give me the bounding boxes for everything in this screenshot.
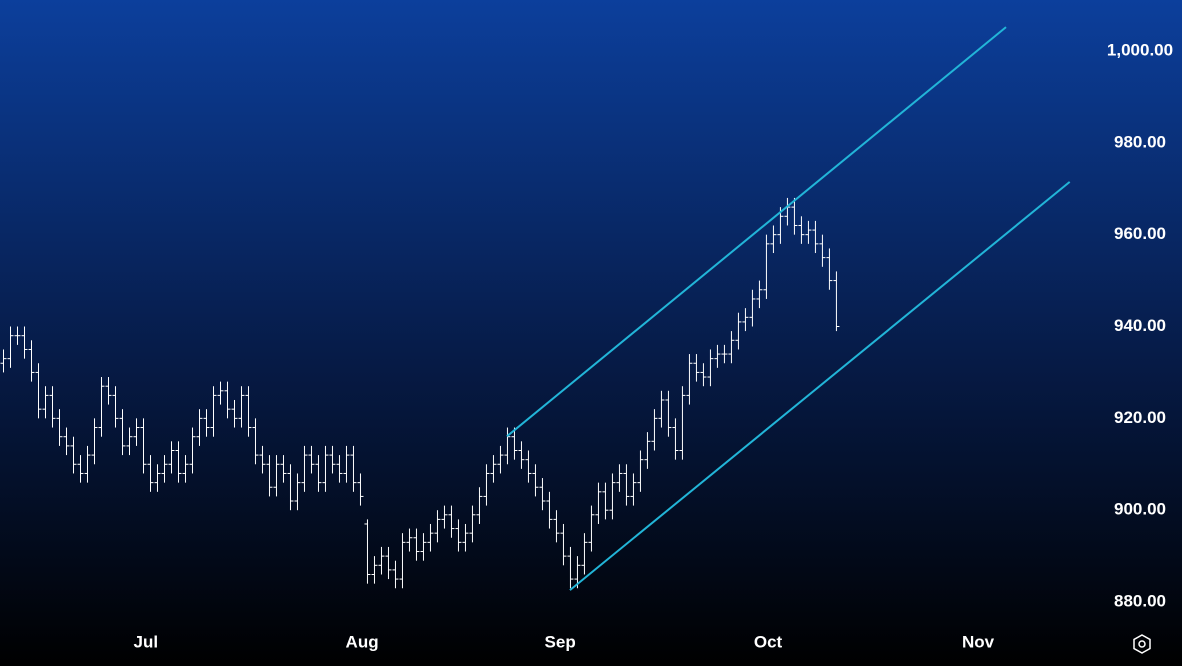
trend-line (569, 181, 1071, 591)
x-tick-label: Aug (346, 632, 379, 651)
y-tick-label: 920.00 (1114, 408, 1166, 427)
y-tick-label: 1,000.00 (1107, 40, 1173, 59)
y-tick-label: 880.00 (1114, 592, 1166, 611)
settings-icon[interactable] (1133, 634, 1151, 654)
y-tick-label: 900.00 (1114, 500, 1166, 519)
x-tick-label: Nov (962, 632, 995, 651)
x-tick-label: Oct (754, 632, 783, 651)
y-tick-label: 980.00 (1114, 132, 1166, 151)
x-tick-label: Jul (134, 632, 159, 651)
y-tick-label: 940.00 (1114, 316, 1166, 335)
x-tick-label: Sep (545, 632, 576, 651)
trend-line (506, 26, 1007, 438)
y-tick-label: 960.00 (1114, 224, 1166, 243)
